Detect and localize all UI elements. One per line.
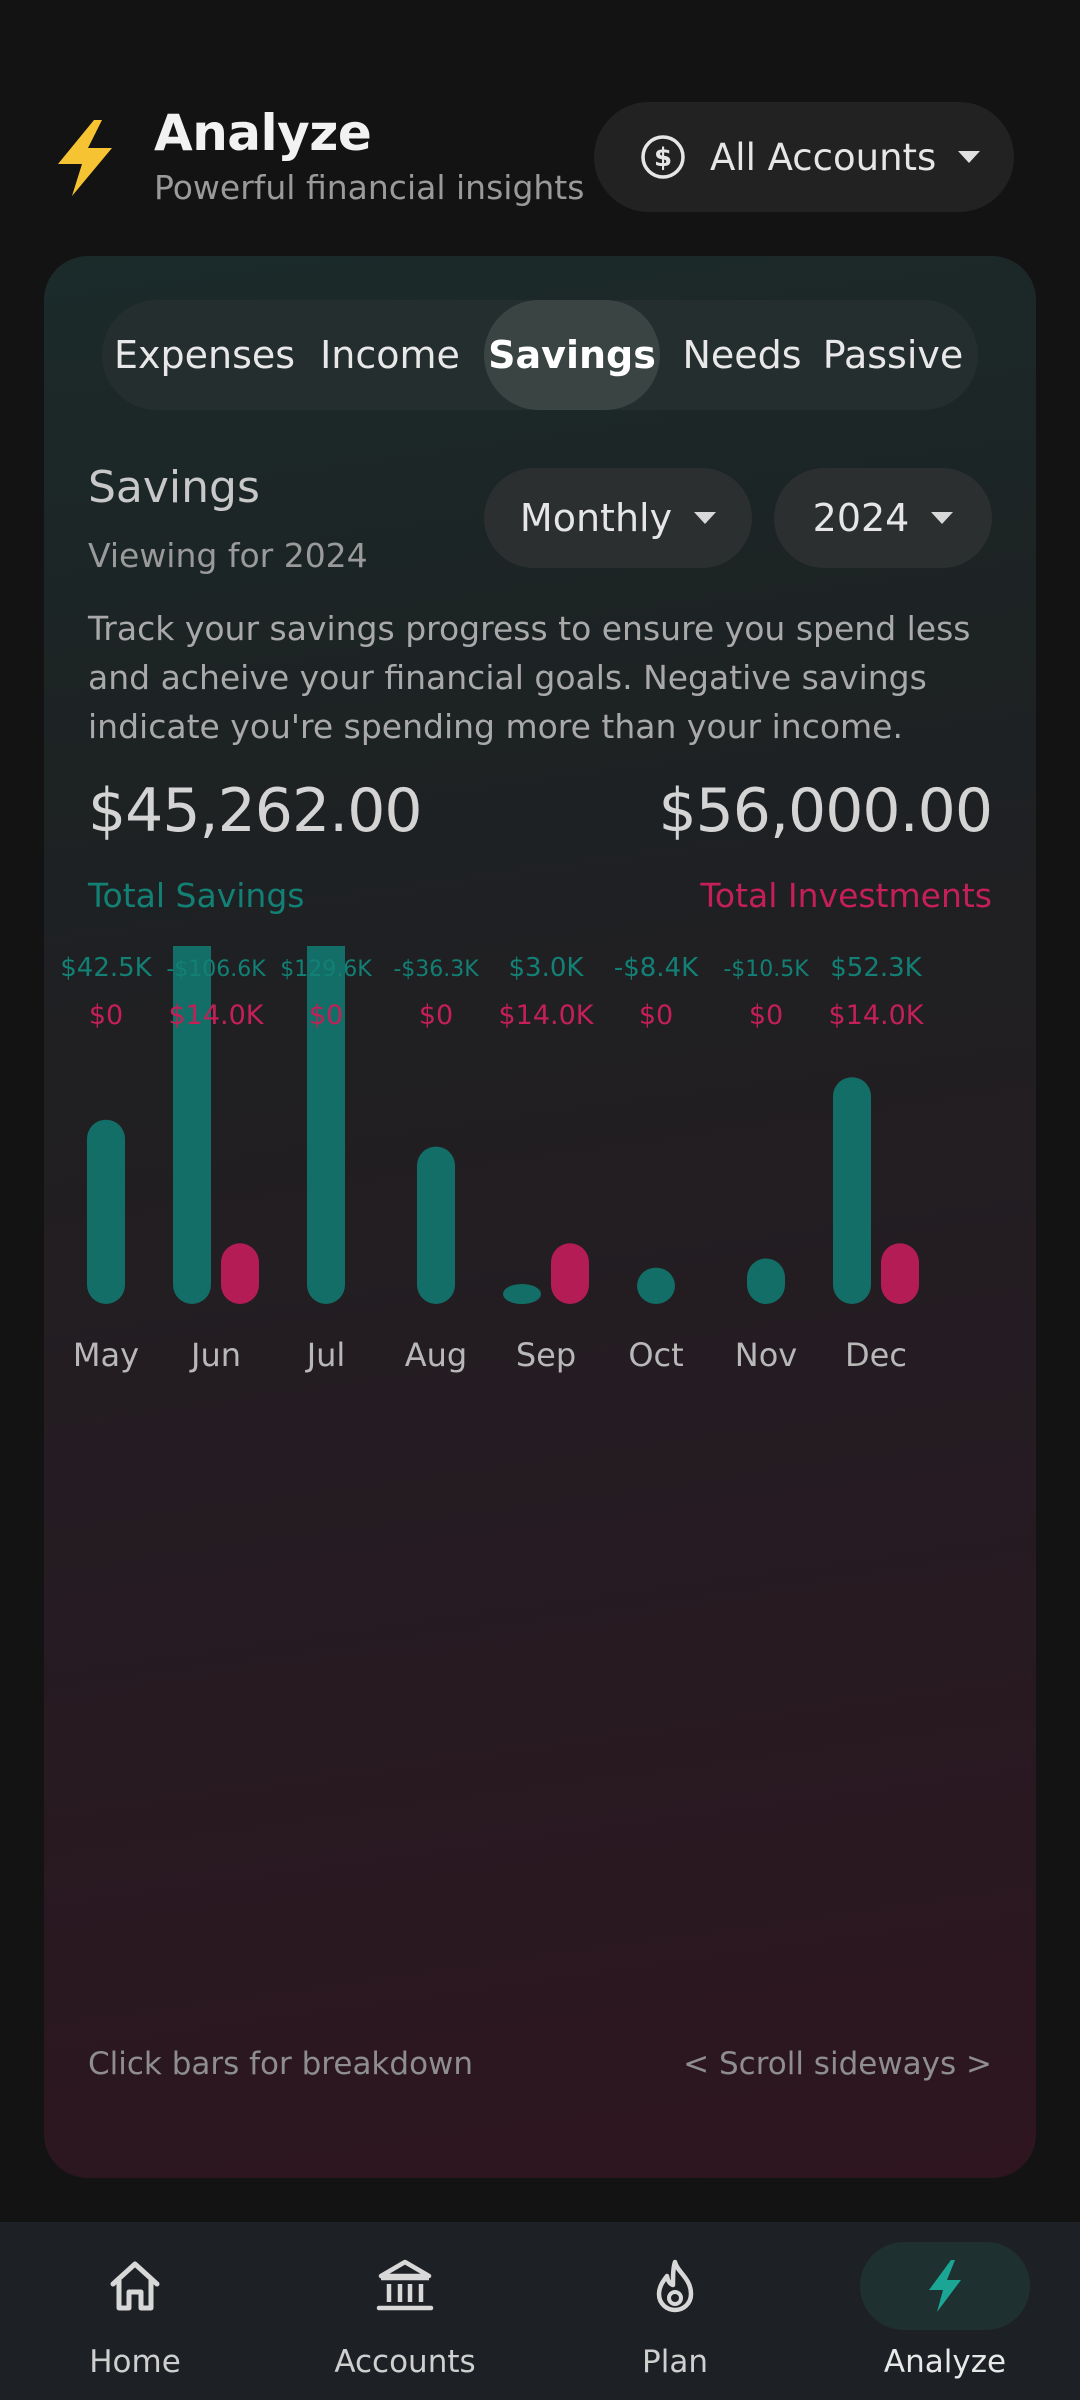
nav-analyze-label: Analyze [883,2344,1007,2380]
period-select-label: Monthly [519,496,673,540]
tab-income[interactable]: Income [320,333,460,377]
investment-bar[interactable] [881,1243,919,1304]
savings-bar-chart: May $42.5K $0 Jun -$106.6K $14.0K Jul $129.6K $0… [60,946,925,1374]
analysis-card: Expenses Income Savings Needs Passive Sa… [44,256,1036,2178]
savings-bar[interactable] [747,1258,785,1304]
bolt-icon [929,2260,961,2312]
month-label: May [73,1336,139,1374]
month-label: Nov [735,1336,797,1374]
nav-plan-icon-wrap [615,2242,735,2330]
nav-accounts-icon-wrap [345,2242,465,2330]
flame-icon [656,2259,694,2313]
investment-value-label: $14.0K [828,1000,924,1031]
dollar-icon: $ [641,135,685,179]
nav-plan-label: Plan [642,2344,708,2380]
total-savings-label: Total Savings [88,876,305,915]
investment-value-label: $0 [749,1000,783,1031]
savings-value-label: -$8.4K [614,953,699,983]
savings-value-label: -$36.3K [393,957,479,982]
savings-bar[interactable] [503,1284,541,1304]
savings-value-label: $42.5K [60,953,152,983]
month-label: Sep [516,1336,576,1374]
page-title: Analyze [154,104,372,162]
investment-value-label: $14.0K [168,1000,264,1031]
investment-value-label: $0 [89,1000,123,1031]
savings-bar[interactable] [87,1119,125,1304]
investment-value-label: $0 [419,1000,453,1031]
month-label: Jul [305,1336,346,1374]
savings-bar[interactable] [417,1146,455,1304]
bottom-navigation: Home Accounts Plan [0,2222,1080,2400]
section-description: Track your savings progress to ensure yo… [88,609,971,746]
total-savings-value: $45,262.00 [88,776,423,846]
tab-needs[interactable]: Needs [682,333,802,377]
tab-passive[interactable]: Passive [822,333,964,377]
investment-value-label: $14.0K [498,1000,594,1031]
tab-expenses[interactable]: Expenses [114,333,296,377]
nav-accounts[interactable]: Accounts [270,2222,540,2400]
category-tabs: Expenses Income Savings Needs Passive [102,300,978,410]
nav-plan[interactable]: Plan [540,2222,810,2400]
bolt-icon [58,120,112,196]
investment-value-label: $0 [639,1000,673,1031]
savings-value-label: $52.3K [830,953,922,983]
tab-savings[interactable]: Savings [484,300,660,410]
savings-value-label: $3.0K [509,953,585,983]
chart-hint-scroll: < Scroll sideways > [683,2046,992,2082]
total-investments-label: Total Investments [700,876,992,915]
savings-value-label: -$106.6K [166,957,266,982]
savings-bar[interactable] [833,1077,871,1304]
chevron-down-icon [931,512,954,524]
svg-text:$: $ [654,143,672,173]
chart-hint-breakdown: Click bars for breakdown [88,2046,474,2082]
section-title: Savings [88,462,260,513]
savings-bar[interactable] [173,946,211,1304]
home-icon [110,2261,160,2311]
investment-bar[interactable] [221,1243,259,1304]
savings-bar[interactable] [637,1267,675,1304]
nav-home[interactable]: Home [0,2222,270,2400]
nav-home-icon-wrap [75,2242,195,2330]
nav-analyze-icon-wrap [860,2242,1030,2330]
savings-value-label: $129.6K [280,957,372,982]
bank-icon [376,2259,434,2311]
month-label: Aug [405,1336,467,1374]
nav-home-label: Home [89,2344,181,2380]
investment-value-label: $0 [309,1000,343,1031]
app-header: Analyze Powerful financial insights $ Al… [0,0,1080,240]
nav-analyze[interactable]: Analyze [810,2222,1080,2400]
savings-bar[interactable] [307,946,345,1304]
chevron-down-icon [694,512,717,524]
nav-accounts-label: Accounts [334,2344,476,2380]
account-selector-button[interactable]: $ All Accounts [594,102,1014,212]
savings-value-label: -$10.5K [723,957,809,982]
year-select[interactable]: 2024 [774,468,992,568]
account-selector-label: All Accounts [710,135,937,179]
page-subtitle: Powerful financial insights [154,168,585,207]
section-subtitle: Viewing for 2024 [88,536,368,575]
investment-bar[interactable] [551,1243,589,1304]
month-label: Dec [845,1336,907,1374]
period-select[interactable]: Monthly [484,468,752,568]
month-label: Oct [628,1336,683,1374]
total-investments-value: $56,000.00 [658,776,993,846]
month-label: Jun [189,1336,241,1374]
year-select-label: 2024 [812,496,910,540]
chevron-down-icon [958,151,981,163]
